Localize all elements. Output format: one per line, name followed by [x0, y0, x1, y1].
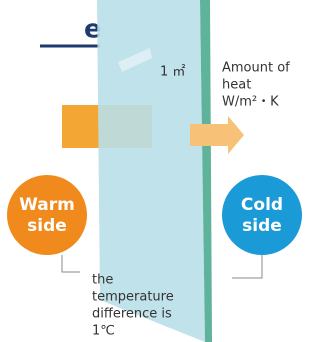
cold-circle — [222, 175, 302, 255]
note: temperature — [92, 290, 174, 305]
note: 1℃ — [92, 324, 115, 339]
diagram: e 1 ㎡ Amount of heat W/m²・K Warm side Co… — [0, 0, 306, 342]
warm-label: side — [27, 216, 67, 236]
heat-label: Amount of — [222, 61, 290, 76]
note: difference is — [92, 307, 172, 322]
warm-label: Warm — [19, 195, 75, 215]
warm-circle — [7, 175, 87, 255]
area-label: 1 ㎡ — [160, 65, 185, 80]
heat-label: heat — [222, 78, 251, 93]
note: the — [92, 273, 113, 288]
connector — [232, 255, 262, 278]
connector — [62, 255, 80, 272]
cold-label: side — [242, 216, 282, 236]
cold-label: Cold — [241, 195, 283, 215]
heat-label: W/m²・K — [222, 95, 279, 110]
